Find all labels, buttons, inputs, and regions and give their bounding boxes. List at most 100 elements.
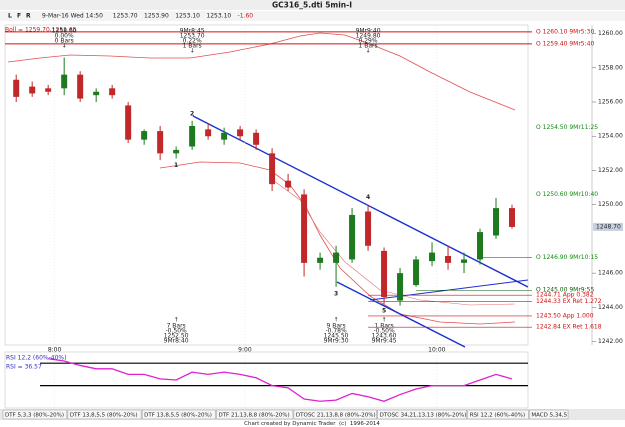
y-tick-label: 1246.00 (598, 270, 623, 277)
tab (377, 409, 467, 420)
tab-label: DTF 5,3,3 (80%-20%) (5, 412, 64, 418)
candle-body (413, 259, 420, 286)
tab (467, 409, 529, 420)
y-tick-label: 1242.00 (598, 338, 623, 345)
quote-field: 1253.70 (113, 13, 138, 20)
candle-body (269, 153, 276, 185)
arrow: ↑ (334, 317, 339, 324)
toolbar-button: R (26, 13, 31, 20)
tab-label: RSI 12,2 (60%-40%) (470, 412, 525, 418)
toolbar-button: L (8, 13, 12, 20)
candle-body (349, 214, 356, 260)
candle-body (381, 250, 388, 298)
candle-body (429, 252, 436, 262)
rsi-label: RSI 12,2 (60%-40%) (6, 355, 66, 362)
trend-line (192, 115, 529, 288)
swing-note: 1 Bars (374, 323, 393, 330)
swing-note: 1 Bars (183, 43, 202, 50)
pivot-label: 3 (334, 290, 338, 297)
y-tick-label: 1256.00 (598, 99, 623, 106)
tab (293, 409, 377, 420)
candle-body (477, 232, 484, 260)
swing-note: -0.50% (373, 328, 395, 335)
swing-note: 7 Bars (167, 323, 186, 330)
pivot-label: 4 (366, 194, 370, 201)
swing-note: 0.22% (183, 38, 202, 45)
candle-body (365, 211, 372, 246)
candle-body (445, 256, 452, 263)
arrow: ↑ (174, 317, 179, 324)
pivot-label: 2 (190, 110, 194, 117)
y-tick-label: 1244.00 (598, 304, 623, 311)
candle-body (141, 131, 148, 140)
level-label: 1243.50 App 1.000 (536, 312, 594, 319)
price-axis (530, 25, 625, 410)
level-label: O 1254.50 9Mr11:25 (536, 124, 598, 131)
window-title: GC316_5.dti 5min-I (272, 1, 352, 10)
arrow: ↓ (190, 48, 195, 55)
level-label: O 1260.10 9Mr5:30 (536, 28, 594, 35)
candle-body (77, 74, 84, 99)
swing-note: 9Mr9:45 (372, 338, 397, 345)
y-tick-label: 1258.00 (598, 64, 623, 71)
quote-field: -1.60 (238, 13, 254, 20)
x-tick-label: 9:00 (238, 347, 252, 354)
candle-body (109, 88, 116, 96)
trend-line (336, 281, 466, 348)
indicator-label: Boll = 1259.70,1251.65 (5, 27, 77, 34)
candle-body (397, 273, 404, 301)
candle-body (221, 132, 228, 140)
tab-label: MACD 5,34,5 (531, 412, 567, 418)
candle-body (285, 180, 292, 188)
pivot-label: 5 (382, 307, 386, 314)
candle-body (301, 194, 308, 263)
swing-note: 1245.50 (324, 333, 349, 340)
candle-body (237, 129, 244, 137)
tab (529, 409, 569, 420)
swing-note: 1 Bars (358, 43, 377, 50)
tab (2, 409, 68, 420)
tab-label: DTF 13,8,5,5 (80%-20%) (144, 412, 212, 418)
candle-body (125, 105, 132, 140)
swing-note: 9Mr8:40 (164, 338, 189, 345)
y-tick-label: 1260.00 (598, 30, 623, 37)
level-label: 1242.84 EX Ret 1.618 (536, 324, 602, 331)
candle-body (29, 86, 36, 94)
candle-body (13, 79, 20, 97)
level-label: O 1246.90 9Mr10:15 (536, 254, 598, 261)
quote-field: 1253.10 (206, 13, 231, 20)
rsi-value: RSI = 36.57 (6, 364, 42, 371)
rsi-line (48, 358, 513, 402)
swing-note: 9 Bars (327, 323, 346, 330)
quote-field: 9-Mar-16 Wed 14:50 (42, 13, 103, 20)
candle-body (61, 74, 68, 89)
y-tick-label: 1250.00 (598, 201, 623, 208)
tab (216, 409, 294, 420)
arrow: ↓ (62, 43, 67, 50)
lower-band (159, 161, 516, 325)
candle-body (173, 149, 180, 154)
arrow: ↑ (382, 317, 387, 324)
x-tick-label: 10:00 (428, 347, 445, 354)
swing-note: 0 Bars (55, 38, 74, 45)
x-tick-label: 8:00 (48, 347, 62, 354)
quote-field: 1253.10 (175, 13, 200, 20)
candle-body (493, 208, 500, 236)
tab-label: DTF 21,13,8,8 (80%-20%) (218, 412, 289, 418)
candle-body (317, 257, 324, 263)
candle-body (157, 131, 164, 154)
level-label: O 1250.60 9Mr10:40 (536, 191, 598, 198)
tab-label: DTOSC 34,21,13,13 (80%-20%) (380, 412, 467, 418)
upper-band (7, 32, 516, 111)
level-label: 1244.71 App 0.382 (536, 292, 594, 299)
quote-field: 1253.90 (144, 13, 169, 20)
swing-note: 9Mr8:45 (180, 28, 205, 35)
candle-body (461, 259, 468, 263)
tab (67, 409, 142, 420)
rsi-frame (4, 351, 529, 409)
swing-note: -0.78% (325, 328, 347, 335)
toolbar-button: F (17, 13, 21, 20)
swing-note: 1249.80 (356, 33, 381, 40)
